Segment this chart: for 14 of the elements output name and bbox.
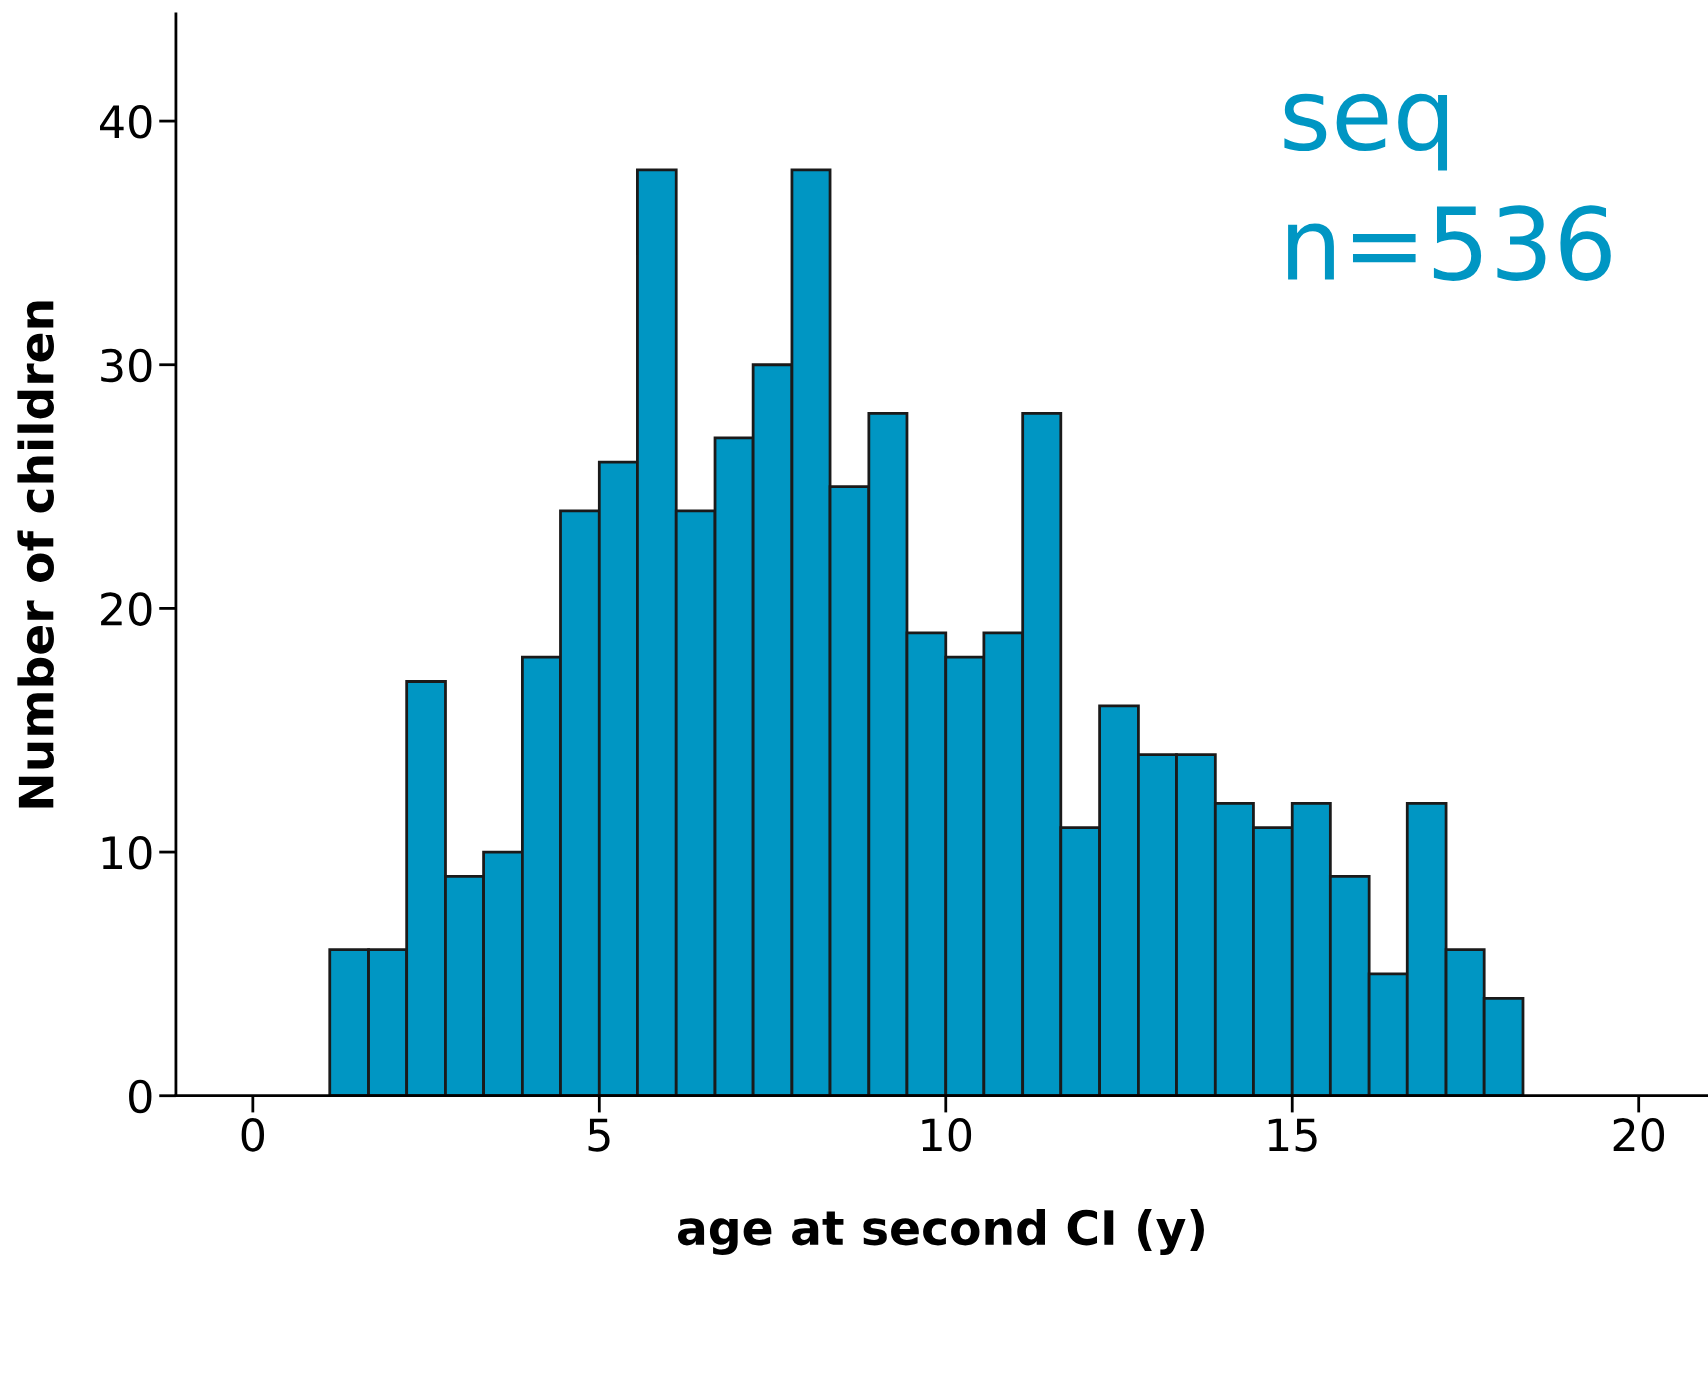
x-tick-label: 10: [922, 1118, 972, 1152]
y-tick-label: 0: [129, 1079, 152, 1114]
y-tick-label: 30: [101, 348, 152, 383]
x-tick-label: 5: [588, 1118, 610, 1152]
x-tick-label: 15: [1268, 1118, 1317, 1152]
y-axis-title: Number of children: [17, 301, 54, 808]
x-tick-label: 0: [241, 1118, 265, 1152]
x-axis-title: age at second CI (y): [677, 1208, 1204, 1255]
y-tick-label: 10: [102, 835, 152, 870]
y-tick-label: 40: [100, 104, 152, 139]
annotation: seq: [1284, 93, 1448, 171]
y-tick-label: 20: [101, 592, 152, 626]
annotation: n=536: [1288, 205, 1611, 281]
x-tick-label: 20: [1613, 1118, 1665, 1152]
